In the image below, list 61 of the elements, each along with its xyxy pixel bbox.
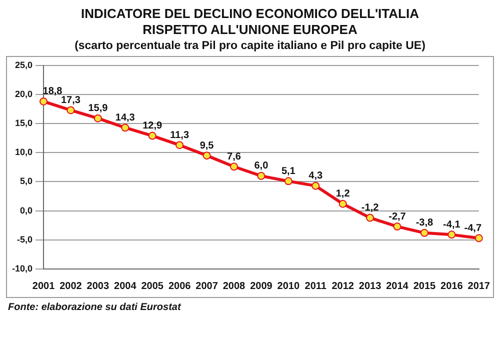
- source-note: Fonte: elaborazione su dati Eurostat: [8, 302, 182, 313]
- point: [202, 152, 211, 160]
- point: [312, 182, 320, 190]
- y-tick-label: 0,0: [20, 205, 33, 216]
- point: [366, 214, 374, 222]
- x-tick-label: 2003: [86, 280, 110, 292]
- data-label: -3,8: [416, 218, 434, 229]
- x-tick-label: 2004: [114, 280, 137, 292]
- data-label: -4,7: [464, 222, 482, 234]
- x-tick-label: 2008: [222, 280, 246, 292]
- point: [230, 162, 238, 171]
- x-tick-label: 2006: [168, 280, 192, 292]
- data-label: 1,2: [336, 188, 350, 200]
- y-tick-label: 10,0: [14, 147, 33, 158]
- x-tick-label: 2011: [304, 280, 327, 292]
- point: [393, 222, 402, 231]
- x-tick-label: 2014: [386, 280, 409, 292]
- data-label: 4,3: [308, 170, 323, 182]
- x-tick-label: 2015: [413, 280, 436, 292]
- x-tick-label: 2010: [277, 280, 300, 292]
- x-tick-label: 2012: [332, 280, 354, 292]
- data-label: 11,3: [170, 130, 190, 141]
- x-tick-label: 2017: [468, 280, 490, 292]
- point: [257, 172, 266, 180]
- point: [176, 141, 184, 150]
- point: [338, 200, 347, 208]
- x-tick-label: 2013: [358, 280, 382, 292]
- x-tick-label: 2009: [250, 280, 273, 292]
- y-tick-label: -10,0: [12, 263, 33, 274]
- point: [40, 97, 48, 106]
- data-label: 6,0: [254, 160, 269, 172]
- data-label: -2,7: [388, 211, 406, 222]
- point: [148, 132, 156, 140]
- x-tick-label: 2007: [196, 280, 218, 292]
- y-tick-label: 5,0: [20, 176, 33, 186]
- point: [420, 228, 428, 237]
- data-label: 9,5: [200, 140, 214, 152]
- chart-subtitle: (scarto percentuale tra Pil pro capite italiano e Pil pro capite UE): [74, 40, 426, 52]
- data-label: 14,3: [115, 112, 136, 124]
- x-tick-label: 2002: [60, 280, 82, 292]
- data-label: -1,2: [361, 202, 380, 214]
- data-label: 15,9: [88, 103, 108, 114]
- x-tick-label: 2016: [440, 280, 464, 292]
- y-tick-label: 15,0: [14, 118, 33, 128]
- point: [66, 106, 75, 114]
- point: [448, 230, 456, 239]
- point: [121, 124, 130, 132]
- chart-title: INDICATORE DEL DECLINO ECONOMICO DELL'ITALIA RISPETTO ALL'UNIONE EUROPEA: [80, 6, 420, 38]
- data-label: 17,3: [60, 94, 81, 106]
- point: [474, 234, 483, 242]
- x-tick-label: 2001: [32, 280, 56, 292]
- y-tick-label: -5,0: [17, 234, 33, 244]
- data-label: 7,6: [227, 151, 242, 162]
- data-label: 12,9: [142, 120, 163, 132]
- data-label: 5,1: [281, 166, 296, 177]
- point: [284, 177, 292, 186]
- x-tick-label: 2005: [141, 280, 164, 292]
- point: [94, 114, 102, 122]
- data-label: -4,1: [443, 219, 461, 230]
- y-tick-label: 25,0: [14, 60, 33, 70]
- y-tick-label: 20,0: [14, 88, 33, 99]
